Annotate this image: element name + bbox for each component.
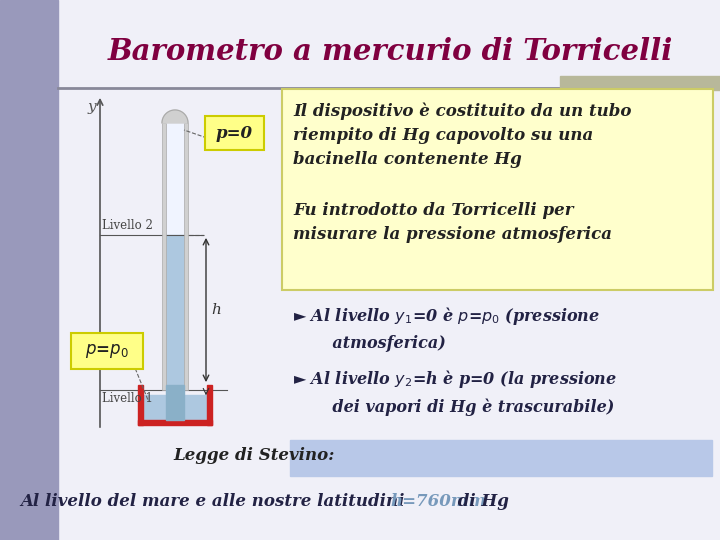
Bar xyxy=(166,123,184,235)
Bar xyxy=(166,385,184,420)
Bar xyxy=(162,123,166,390)
FancyBboxPatch shape xyxy=(205,116,264,150)
Bar xyxy=(290,440,712,476)
Polygon shape xyxy=(162,110,188,123)
Text: Legge di Stevino:: Legge di Stevino: xyxy=(173,448,334,464)
Bar xyxy=(0,0,58,540)
Text: Barometro a mercurio di Torricelli: Barometro a mercurio di Torricelli xyxy=(107,37,672,66)
FancyBboxPatch shape xyxy=(282,89,713,290)
Bar xyxy=(138,385,143,425)
Bar xyxy=(143,395,207,420)
Text: ► Al livello $y_1$=0 è $p$=$p_0$ (pressione
       atmosferica): ► Al livello $y_1$=0 è $p$=$p_0$ (pressi… xyxy=(293,305,600,352)
Bar xyxy=(184,123,188,390)
Text: $p$=$p_0$: $p$=$p_0$ xyxy=(85,342,129,360)
FancyBboxPatch shape xyxy=(71,333,143,369)
Text: Il dispositivo è costituito da un tubo
riempito di Hg capovolto su una
bacinella: Il dispositivo è costituito da un tubo r… xyxy=(293,102,631,168)
Bar xyxy=(138,420,212,425)
Text: y: y xyxy=(87,100,96,114)
Text: h=760mm: h=760mm xyxy=(390,494,486,510)
Text: di Hg: di Hg xyxy=(452,494,509,510)
Bar xyxy=(207,385,212,425)
Text: ► Al livello $y_2$=h è p=0 (la pressione
       dei vapori di Hg è trascurabile): ► Al livello $y_2$=h è p=0 (la pressione… xyxy=(293,368,617,416)
Bar xyxy=(560,76,720,90)
Bar xyxy=(166,235,184,390)
Text: p=0: p=0 xyxy=(215,125,253,141)
Text: h: h xyxy=(211,303,221,317)
Text: Al livello del mare e alle nostre latitudini: Al livello del mare e alle nostre latitu… xyxy=(20,494,410,510)
Text: Livello 1: Livello 1 xyxy=(102,392,153,405)
Text: Livello 2: Livello 2 xyxy=(102,219,153,232)
Text: Fu introdotto da Torricelli per
misurare la pressione atmosferica: Fu introdotto da Torricelli per misurare… xyxy=(293,202,612,243)
